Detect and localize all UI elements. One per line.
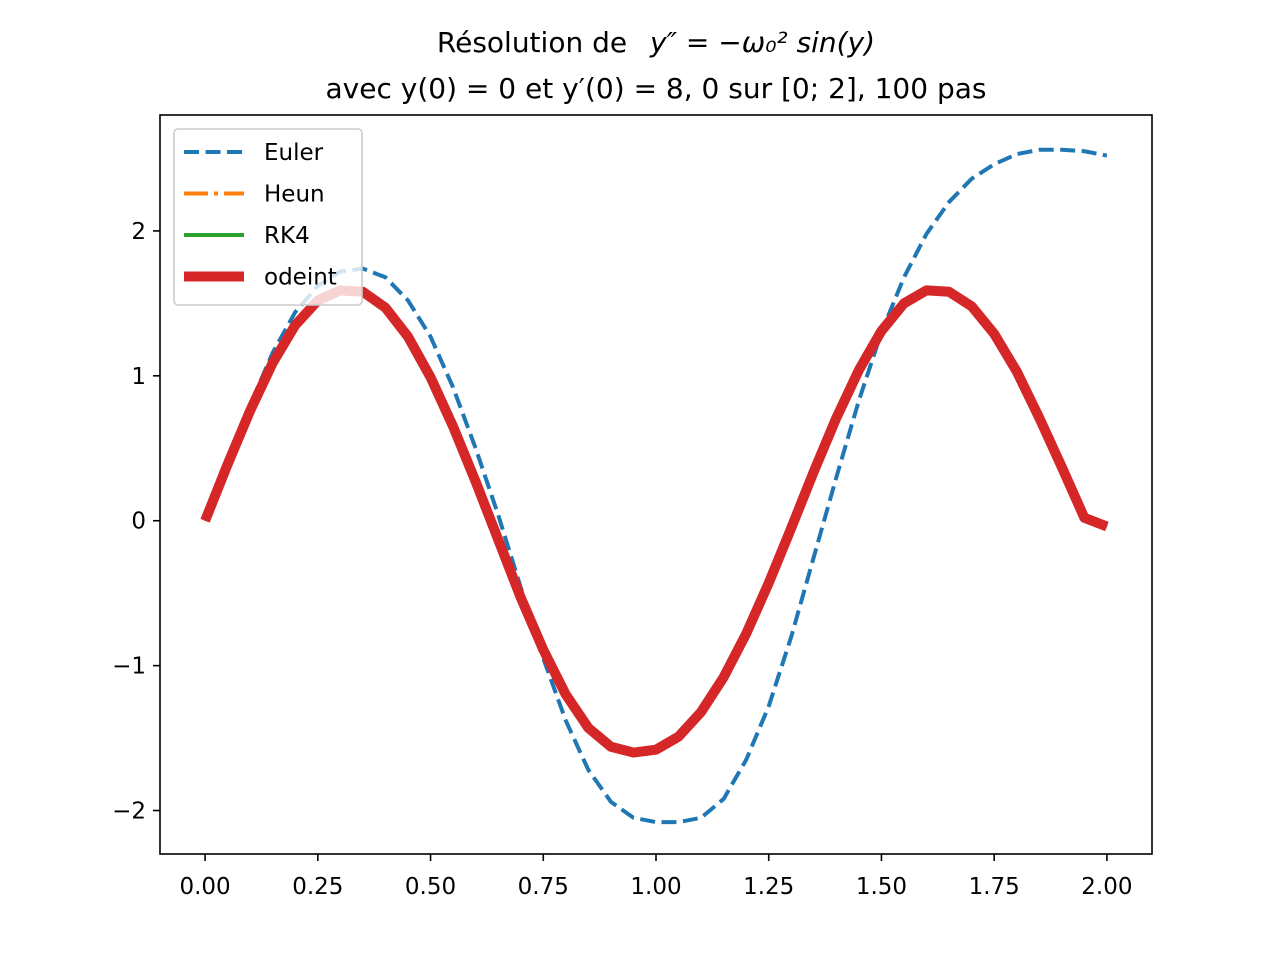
x-tick-label: 1.25 [743, 874, 794, 900]
x-tick-label: 0.50 [405, 874, 456, 900]
y-axis: −2 −1 0 1 2 [112, 219, 160, 825]
x-tick-label: 0.75 [518, 874, 569, 900]
x-axis: 0.00 0.25 0.50 0.75 1.00 1.25 1.50 1.75 2.00 [179, 854, 1133, 900]
y-tick-label: 1 [131, 364, 146, 390]
y-tick-label: 2 [131, 219, 146, 245]
x-tick-label: 0.00 [179, 874, 230, 900]
y-tick-label: −2 [112, 799, 146, 825]
chart-title-line2: avec y(0) = 0 et y′(0) = 8, 0 sur [0; 2]… [326, 72, 987, 105]
x-tick-label: 0.25 [292, 874, 343, 900]
x-tick-label: 1.75 [969, 874, 1020, 900]
legend-label-rk4: RK4 [264, 223, 310, 249]
y-tick-label: 0 [131, 509, 146, 535]
legend: Euler Heun RK4 odeint [173, 128, 363, 306]
chart-title-math: y″ = −ω₀² sin(y) [649, 26, 875, 59]
chart-title-line1: Résolution de y″ = −ω₀² sin(y) [437, 26, 875, 59]
legend-box [173, 128, 363, 306]
legend-label-heun: Heun [264, 182, 325, 208]
legend-label-odeint: odeint [264, 265, 337, 291]
chart-title-prefix: Résolution de [437, 26, 627, 59]
y-tick-label: −1 [112, 654, 146, 680]
legend-label-euler: Euler [264, 140, 324, 166]
x-tick-label: 1.00 [630, 874, 681, 900]
x-tick-label: 1.50 [856, 874, 907, 900]
x-tick-label: 2.00 [1081, 874, 1132, 900]
